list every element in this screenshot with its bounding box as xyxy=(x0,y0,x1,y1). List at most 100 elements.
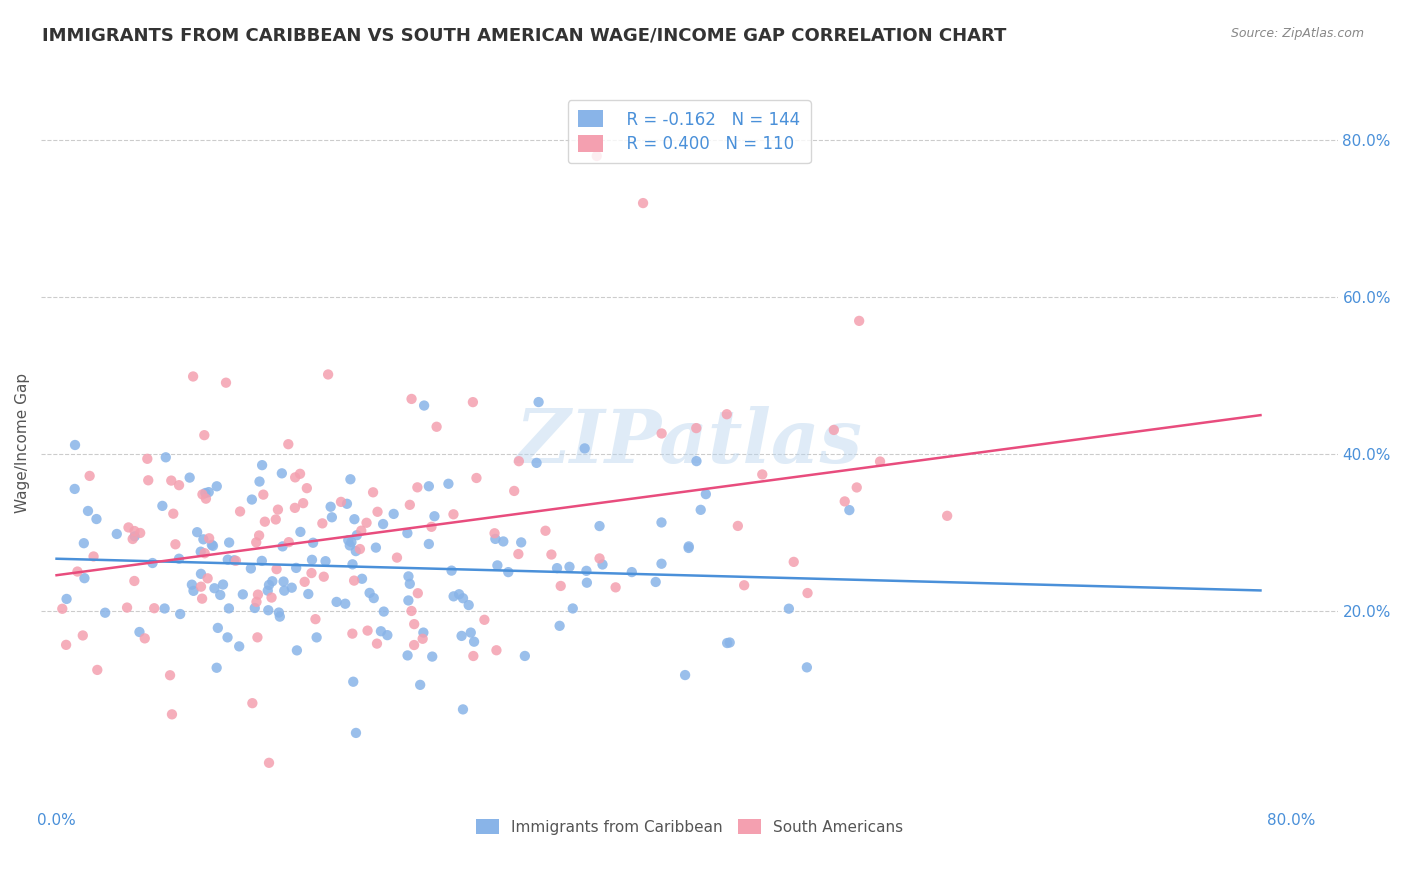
Point xyxy=(304,612,326,626)
Point xyxy=(143,601,166,615)
Point xyxy=(463,648,485,663)
Point xyxy=(398,498,420,512)
Point xyxy=(503,483,526,498)
Point xyxy=(191,487,214,501)
Point xyxy=(426,419,449,434)
Point xyxy=(588,519,610,533)
Point xyxy=(301,566,323,580)
Point xyxy=(527,395,550,409)
Point xyxy=(273,574,295,589)
Point xyxy=(77,504,100,518)
Point xyxy=(285,561,308,575)
Point xyxy=(257,603,280,617)
Point xyxy=(277,437,299,451)
Point xyxy=(167,551,190,566)
Point xyxy=(685,421,707,435)
Point xyxy=(124,524,146,538)
Point xyxy=(356,516,378,530)
Point xyxy=(385,550,408,565)
Point xyxy=(510,535,533,549)
Point xyxy=(423,509,446,524)
Point xyxy=(561,601,583,615)
Point xyxy=(440,564,463,578)
Point xyxy=(330,495,353,509)
Point xyxy=(339,472,361,486)
Point xyxy=(546,561,568,575)
Point xyxy=(644,574,666,589)
Point xyxy=(245,535,267,549)
Point xyxy=(396,526,419,541)
Point xyxy=(474,613,496,627)
Point xyxy=(450,629,472,643)
Point xyxy=(252,488,274,502)
Point xyxy=(404,617,426,632)
Point xyxy=(217,631,239,645)
Point xyxy=(209,588,232,602)
Point xyxy=(366,637,388,651)
Point xyxy=(212,577,235,591)
Point xyxy=(344,544,367,558)
Point xyxy=(267,502,290,516)
Point xyxy=(418,537,440,551)
Point xyxy=(325,595,347,609)
Point xyxy=(342,674,364,689)
Point xyxy=(460,625,482,640)
Point xyxy=(350,524,373,538)
Point xyxy=(155,450,177,465)
Point xyxy=(508,454,530,468)
Point xyxy=(620,565,643,579)
Y-axis label: Wage/Income Gap: Wage/Income Gap xyxy=(15,373,30,513)
Point xyxy=(94,606,117,620)
Point xyxy=(336,497,359,511)
Point xyxy=(342,558,364,572)
Point xyxy=(406,586,429,600)
Point xyxy=(550,579,572,593)
Point xyxy=(79,469,101,483)
Point xyxy=(443,590,465,604)
Point xyxy=(63,438,86,452)
Point xyxy=(377,628,399,642)
Point xyxy=(548,619,571,633)
Point xyxy=(848,314,870,328)
Point xyxy=(250,458,273,472)
Point xyxy=(181,369,204,384)
Point xyxy=(343,512,366,526)
Point xyxy=(420,520,443,534)
Point xyxy=(751,467,773,482)
Point xyxy=(312,570,335,584)
Point xyxy=(141,556,163,570)
Point xyxy=(134,632,156,646)
Point xyxy=(193,428,215,442)
Point xyxy=(845,480,868,494)
Point xyxy=(167,478,190,492)
Point xyxy=(73,536,96,550)
Point xyxy=(205,661,228,675)
Point xyxy=(240,492,263,507)
Point xyxy=(651,426,673,441)
Point xyxy=(342,626,364,640)
Point xyxy=(124,574,146,588)
Point xyxy=(396,648,419,663)
Point xyxy=(412,625,434,640)
Point xyxy=(180,577,202,591)
Point xyxy=(382,507,405,521)
Point xyxy=(128,625,150,640)
Point xyxy=(796,586,818,600)
Point xyxy=(778,601,800,615)
Point xyxy=(190,566,212,581)
Point xyxy=(350,572,373,586)
Point xyxy=(420,649,443,664)
Point xyxy=(153,601,176,615)
Point xyxy=(284,500,307,515)
Point xyxy=(465,471,488,485)
Point xyxy=(319,500,342,514)
Point xyxy=(246,631,269,645)
Point xyxy=(201,538,224,552)
Point xyxy=(631,196,654,211)
Point xyxy=(398,576,420,591)
Point xyxy=(160,474,183,488)
Point xyxy=(266,562,288,576)
Point xyxy=(526,456,548,470)
Point xyxy=(186,525,208,540)
Point xyxy=(834,494,856,508)
